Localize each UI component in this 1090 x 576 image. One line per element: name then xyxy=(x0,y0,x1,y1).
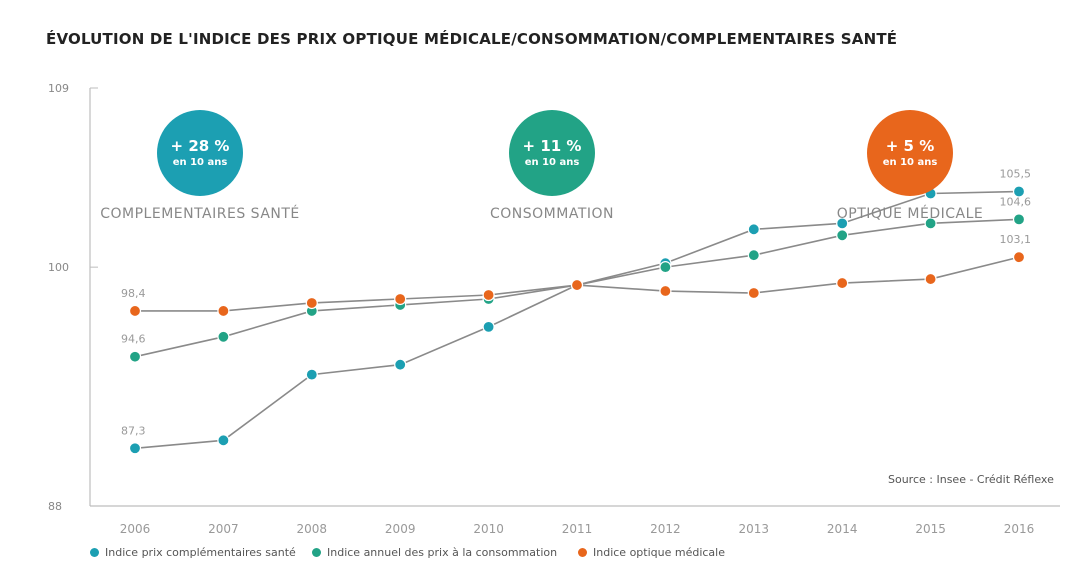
data-point xyxy=(836,229,849,242)
data-point xyxy=(836,276,849,290)
data-label: 94,6 xyxy=(121,333,146,346)
data-point xyxy=(305,296,318,310)
y-tick-label: 100 xyxy=(48,261,69,274)
legend-label: Indice annuel des prix à la consommation xyxy=(327,546,558,559)
data-point xyxy=(217,304,230,318)
x-tick-label: 2016 xyxy=(1004,522,1035,536)
bubble-period: en 10 ans xyxy=(524,157,580,168)
bubble-optique: + 5 % en 10 ans xyxy=(867,110,953,196)
x-tick-label: 2012 xyxy=(650,522,681,536)
data-point xyxy=(128,304,142,318)
x-tick-label: 2009 xyxy=(385,522,416,536)
legend-swatch xyxy=(578,548,587,557)
data-point xyxy=(217,434,230,447)
bubble-period: en 10 ans xyxy=(882,157,938,168)
data-label: 98,4 xyxy=(121,287,146,300)
legend-item-consommation: Indice annuel des prix à la consommation xyxy=(312,546,557,559)
data-point xyxy=(747,286,760,300)
bubble-percent: + 11 % xyxy=(522,137,582,155)
data-point xyxy=(482,320,495,333)
x-tick-label: 2006 xyxy=(120,522,151,536)
data-point xyxy=(394,358,407,371)
data-point xyxy=(1012,185,1026,198)
bubble-consommation: + 11 % en 10 ans xyxy=(509,110,595,196)
data-point xyxy=(836,217,849,230)
data-label: 103,1 xyxy=(1000,233,1032,246)
data-point xyxy=(1012,251,1026,264)
x-tick-label: 2010 xyxy=(473,522,504,536)
data-point xyxy=(128,442,142,455)
source-note: Source : Insee - Crédit Réflexe xyxy=(888,473,1054,486)
data-point xyxy=(394,292,407,306)
data-point xyxy=(924,272,937,286)
bubble-label-complementaires: COMPLEMENTAIRES SANTÉ xyxy=(100,206,300,222)
data-point xyxy=(924,217,937,230)
x-tick-label: 2015 xyxy=(915,522,946,536)
x-tick-label: 2014 xyxy=(827,522,858,536)
data-point xyxy=(217,330,230,343)
bubble-period: en 10 ans xyxy=(172,157,228,168)
data-point xyxy=(659,284,672,298)
data-point xyxy=(570,278,584,292)
data-point xyxy=(128,350,142,363)
data-point xyxy=(305,368,318,381)
legend-swatch xyxy=(90,548,99,557)
chart-title: ÉVOLUTION DE L'INDICE DES PRIX OPTIQUE M… xyxy=(46,30,898,48)
data-point xyxy=(482,288,495,302)
bubble-label-consommation: CONSOMMATION xyxy=(490,206,614,222)
bubble-complementaires: + 28 % en 10 ans xyxy=(157,110,243,196)
data-label: 104,6 xyxy=(1000,195,1032,208)
x-tick-label: 2008 xyxy=(297,522,328,536)
data-point xyxy=(747,249,760,262)
legend-label: Indice optique médicale xyxy=(593,546,725,559)
data-label: 105,5 xyxy=(1000,168,1032,181)
x-tick-label: 2013 xyxy=(739,522,770,536)
y-tick-label: 88 xyxy=(48,500,62,513)
legend-swatch xyxy=(312,548,321,557)
bubble-percent: + 28 % xyxy=(170,137,230,155)
legend-item-complementaires: Indice prix complémentaires santé xyxy=(90,546,296,559)
data-label: 87,3 xyxy=(121,424,146,437)
bubble-percent: + 5 % xyxy=(885,137,935,155)
data-point xyxy=(1012,213,1026,226)
data-point xyxy=(659,261,672,274)
x-tick-label: 2011 xyxy=(562,522,593,536)
y-tick-label: 109 xyxy=(48,82,69,95)
data-point xyxy=(747,223,760,236)
bubble-label-optique: OPTIQUE MÉDICALE xyxy=(836,206,984,222)
legend-item-optique: Indice optique médicale xyxy=(578,546,725,559)
x-tick-label: 2007 xyxy=(208,522,239,536)
legend-label: Indice prix complémentaires santé xyxy=(105,546,296,559)
